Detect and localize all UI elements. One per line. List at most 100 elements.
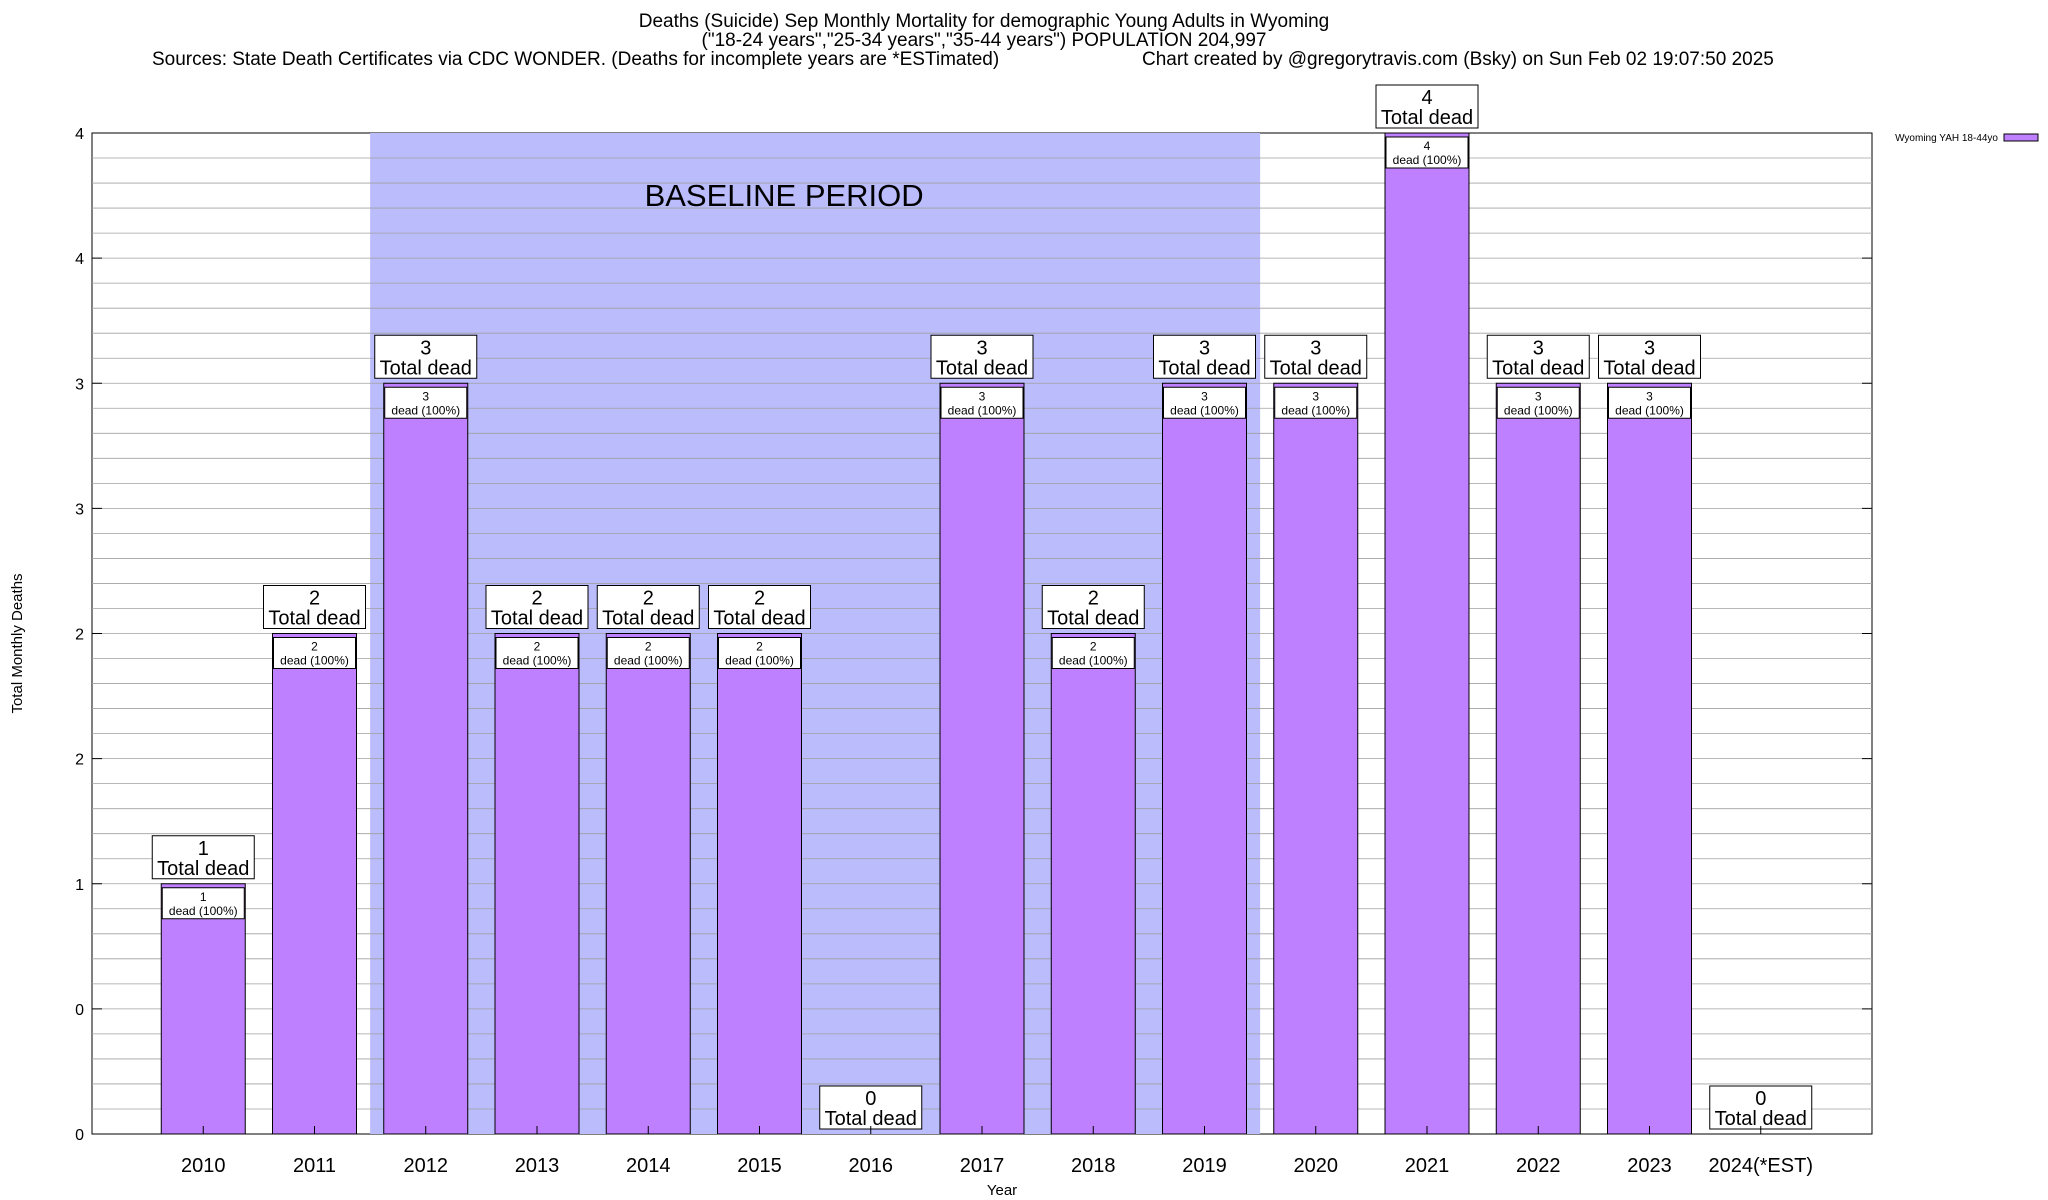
bar-total-value: 0 (865, 1088, 876, 1110)
x-tick-label: 2017 (960, 1155, 1005, 1177)
bar-inner-label-box (495, 637, 579, 669)
bar-total-value: 2 (754, 588, 765, 610)
bar-inner-label-box (273, 637, 356, 669)
bar-inner-value: 2 (534, 640, 541, 654)
bar-inner-label-box (384, 386, 468, 419)
bar-total-label: Total dead (1603, 357, 1695, 379)
bar-inner-label-box (718, 637, 801, 669)
bar-total-label-box (708, 585, 811, 629)
bar-total-label: Total dead (380, 357, 472, 379)
y-tick-label: 1 (75, 877, 84, 894)
bar-total-label-box (485, 585, 589, 629)
bar-total-label-box (1153, 334, 1256, 379)
bar-inner-value: 1 (200, 890, 207, 904)
bar (1607, 382, 1692, 1135)
bar-total-label-box (374, 334, 478, 379)
bar (160, 883, 246, 1135)
chart-title: Deaths (Suicide) Sep Monthly Mortality f… (638, 11, 1330, 32)
x-tick-label: 2010 (181, 1155, 226, 1177)
bar-total-value: 3 (1644, 337, 1655, 359)
bar-inner-value: 2 (756, 640, 763, 654)
bar-total-value: 3 (420, 337, 431, 359)
bar-total-label: Total dead (1270, 357, 1362, 379)
bar-total-label: Total dead (1715, 1108, 1807, 1130)
x-tick-label: 2022 (1516, 1155, 1561, 1177)
bar (939, 382, 1025, 1135)
bar-inner-label: dead (100%) (614, 654, 683, 668)
x-tick-label: 2013 (515, 1155, 560, 1177)
bar (1495, 382, 1581, 1135)
bar-total-label: Total dead (1381, 107, 1473, 129)
bar-inner-label: dead (100%) (503, 654, 572, 668)
y-tick-label: 0 (75, 1127, 84, 1144)
bar-total-label-box (930, 334, 1034, 379)
bar-inner-label: dead (100%) (948, 403, 1017, 417)
bar-total-value: 3 (1310, 337, 1321, 359)
bar-inner-value: 4 (1424, 139, 1431, 153)
bar-inner-label: dead (100%) (1615, 403, 1684, 417)
bar-inner-value: 3 (1535, 389, 1542, 403)
bar-total-value: 2 (309, 588, 320, 610)
bar-inner-value: 3 (1312, 389, 1319, 403)
bar-inner-label-box (606, 637, 690, 669)
bar-inner-label-box (161, 887, 245, 920)
bar-total-label: Total dead (936, 357, 1028, 379)
bar-inner-label: dead (100%) (1393, 153, 1462, 167)
bar-inner-label: dead (100%) (725, 654, 794, 668)
bar-inner-label-box (1608, 386, 1691, 419)
bar-total-label: Total dead (491, 608, 583, 630)
bar-inner-label: dead (100%) (280, 654, 349, 668)
y-tick-label: 3 (75, 376, 84, 393)
bar-inner-label-box (940, 386, 1024, 419)
y-tick-label: 4 (75, 251, 84, 268)
bar (272, 633, 357, 1135)
bar-total-label-box (1041, 585, 1145, 629)
bar-total-label-box (1709, 1085, 1813, 1130)
baseline-period-label: BASELINE PERIOD (645, 178, 924, 213)
bar-total-value: 3 (1533, 337, 1544, 359)
bar-total-label: Total dead (157, 858, 249, 880)
bar-inner-label: dead (100%) (1170, 403, 1239, 417)
bar (1162, 382, 1247, 1135)
bar-inner-value: 3 (979, 389, 986, 403)
bar (1050, 633, 1136, 1135)
x-tick-label: 2020 (1294, 1155, 1339, 1177)
bar-total-label-box (596, 585, 700, 629)
bar-total-value: 1 (198, 838, 209, 860)
bar (1273, 382, 1359, 1135)
bar-total-label-box (151, 835, 255, 880)
bar-inner-label: dead (100%) (1059, 654, 1128, 668)
chart-sources-row: Sources: State Death Certificates via CD… (0, 50, 1968, 69)
bar-inner-value: 3 (1201, 389, 1208, 403)
bar-inner-label-box (1496, 386, 1580, 419)
x-tick-label: 2014 (626, 1155, 671, 1177)
bar-inner-label: dead (100%) (1504, 403, 1573, 417)
bar-total-value: 3 (976, 337, 987, 359)
bar-total-value: 2 (643, 588, 654, 610)
bar-total-value: 0 (1755, 1088, 1766, 1110)
x-tick-label: 2018 (1071, 1155, 1116, 1177)
bar-inner-label-box (1274, 386, 1358, 419)
bar-total-label: Total dead (1492, 357, 1584, 379)
bar (1384, 132, 1470, 1135)
bar-total-label-box (1486, 334, 1590, 379)
bar (605, 633, 691, 1135)
y-tick-label: 2 (75, 752, 84, 769)
x-tick-label: 2012 (404, 1155, 449, 1177)
bar-inner-label-box (1385, 136, 1469, 169)
bar-inner-label: dead (100%) (1281, 403, 1350, 417)
x-tick-label: 2021 (1405, 1155, 1450, 1177)
bar-total-value: 4 (1421, 87, 1432, 109)
bar-total-label-box (1375, 84, 1479, 129)
bar-total-label-box (1264, 334, 1368, 379)
bar-inner-value: 3 (1646, 389, 1653, 403)
x-tick-label: 2024(*EST) (1709, 1155, 1814, 1177)
legend-label: Wyoming YAH 18-44yo (1895, 133, 1998, 144)
x-tick-label: 2015 (737, 1155, 782, 1177)
x-axis-label: Year (987, 1182, 1017, 1199)
y-tick-label: 2 (75, 627, 84, 644)
bar-inner-value: 3 (422, 389, 429, 403)
y-tick-label: 3 (75, 501, 84, 518)
y-tick-label: 0 (75, 1002, 84, 1019)
